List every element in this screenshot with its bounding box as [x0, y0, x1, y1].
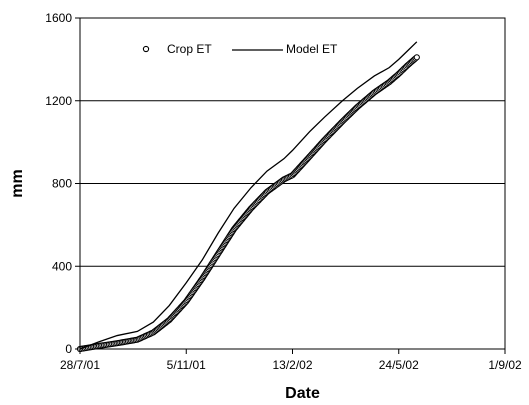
x-tick-label: 5/11/01 — [167, 358, 206, 372]
legend-crop-et-label: Crop ET — [167, 42, 212, 56]
model-et-line — [79, 41, 418, 350]
x-tick-label: 24/5/02 — [379, 358, 419, 372]
y-tick-label: 400 — [52, 259, 72, 273]
x-tick-label: 13/2/02 — [272, 358, 312, 372]
y-axis-label: mm — [9, 169, 26, 197]
x-tick-label: 28/7/01 — [60, 358, 100, 372]
x-axis-ticks: 28/7/01 5/11/01 13/2/02 24/5/02 1/9/02 — [60, 349, 522, 372]
y-tick-label: 800 — [52, 177, 72, 191]
crop-et-markers — [76, 54, 420, 353]
x-tick-label: 1/9/02 — [488, 358, 522, 372]
x-axis-label: Date — [285, 385, 320, 402]
y-axis-ticks: 0 400 800 1200 1600 — [45, 11, 80, 356]
gridlines — [80, 100, 505, 267]
y-tick-label: 1600 — [45, 11, 72, 25]
legend-model-et-label: Model ET — [286, 42, 338, 56]
legend-crop-et-marker — [142, 45, 150, 53]
legend: Crop ET Model ET — [142, 42, 338, 56]
crop-et-point — [413, 54, 420, 61]
data-series — [76, 41, 420, 353]
y-tick-label: 0 — [65, 342, 72, 356]
y-tick-label: 1200 — [45, 94, 72, 108]
